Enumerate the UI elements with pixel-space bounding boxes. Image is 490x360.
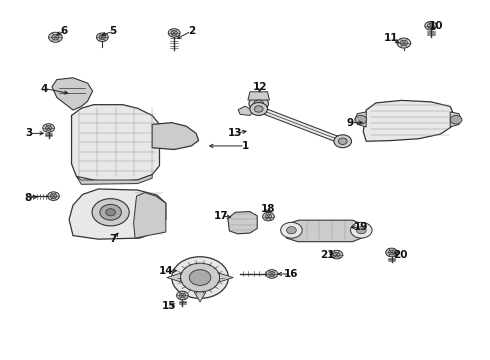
Circle shape bbox=[265, 214, 271, 219]
Text: 5: 5 bbox=[109, 26, 117, 36]
Text: 13: 13 bbox=[228, 129, 243, 138]
Polygon shape bbox=[220, 273, 233, 282]
Text: 14: 14 bbox=[159, 266, 173, 276]
Circle shape bbox=[263, 212, 274, 221]
Text: 17: 17 bbox=[214, 211, 229, 221]
Circle shape bbox=[266, 270, 278, 278]
Circle shape bbox=[250, 103, 268, 116]
Text: 3: 3 bbox=[25, 129, 33, 138]
Circle shape bbox=[287, 226, 296, 234]
Circle shape bbox=[356, 226, 366, 234]
Circle shape bbox=[355, 116, 367, 124]
Polygon shape bbox=[76, 175, 152, 184]
Circle shape bbox=[172, 257, 228, 298]
Polygon shape bbox=[52, 78, 93, 110]
Circle shape bbox=[171, 31, 177, 35]
Circle shape bbox=[331, 250, 343, 259]
Polygon shape bbox=[355, 112, 366, 127]
Text: 20: 20 bbox=[393, 250, 408, 260]
Circle shape bbox=[386, 248, 397, 257]
Circle shape bbox=[180, 263, 220, 292]
Text: 2: 2 bbox=[188, 26, 195, 36]
Text: 11: 11 bbox=[383, 33, 398, 43]
Polygon shape bbox=[238, 106, 254, 116]
Text: 10: 10 bbox=[429, 21, 444, 31]
Circle shape bbox=[338, 138, 347, 144]
Circle shape bbox=[168, 29, 180, 37]
Polygon shape bbox=[134, 193, 166, 238]
Circle shape bbox=[334, 135, 351, 148]
Text: 18: 18 bbox=[261, 204, 276, 214]
Circle shape bbox=[46, 126, 52, 130]
Text: 7: 7 bbox=[109, 234, 117, 244]
Polygon shape bbox=[167, 273, 180, 282]
Circle shape bbox=[189, 270, 211, 285]
Text: 15: 15 bbox=[162, 301, 176, 311]
Polygon shape bbox=[228, 212, 257, 234]
Circle shape bbox=[49, 32, 62, 42]
Circle shape bbox=[427, 23, 434, 28]
Circle shape bbox=[92, 199, 129, 226]
Circle shape bbox=[389, 250, 395, 255]
Circle shape bbox=[179, 293, 186, 298]
Polygon shape bbox=[72, 105, 159, 182]
Circle shape bbox=[350, 222, 372, 238]
Circle shape bbox=[334, 252, 340, 257]
Circle shape bbox=[51, 35, 59, 40]
Circle shape bbox=[397, 38, 411, 48]
Text: 8: 8 bbox=[24, 193, 31, 203]
Circle shape bbox=[254, 100, 264, 107]
Circle shape bbox=[450, 116, 462, 124]
Circle shape bbox=[425, 22, 437, 30]
Text: 4: 4 bbox=[41, 84, 49, 94]
Circle shape bbox=[254, 106, 263, 112]
Polygon shape bbox=[152, 123, 198, 149]
Circle shape bbox=[281, 222, 302, 238]
Circle shape bbox=[48, 192, 59, 201]
Circle shape bbox=[106, 209, 116, 216]
Circle shape bbox=[99, 35, 105, 40]
Text: 1: 1 bbox=[242, 141, 248, 151]
Circle shape bbox=[269, 271, 275, 276]
Circle shape bbox=[400, 40, 408, 46]
Text: 19: 19 bbox=[354, 222, 368, 232]
Polygon shape bbox=[69, 189, 166, 239]
Circle shape bbox=[100, 204, 122, 220]
Circle shape bbox=[43, 124, 54, 132]
Circle shape bbox=[50, 194, 57, 198]
Text: 16: 16 bbox=[284, 269, 299, 279]
Circle shape bbox=[97, 33, 108, 41]
Circle shape bbox=[176, 291, 188, 300]
Text: 12: 12 bbox=[252, 82, 267, 92]
Text: 9: 9 bbox=[346, 118, 354, 128]
Text: 6: 6 bbox=[61, 26, 68, 36]
Circle shape bbox=[249, 96, 269, 111]
Polygon shape bbox=[194, 292, 206, 302]
Polygon shape bbox=[363, 100, 454, 141]
Polygon shape bbox=[285, 220, 366, 242]
Text: 21: 21 bbox=[320, 250, 334, 260]
Polygon shape bbox=[248, 92, 270, 100]
Polygon shape bbox=[450, 112, 461, 127]
